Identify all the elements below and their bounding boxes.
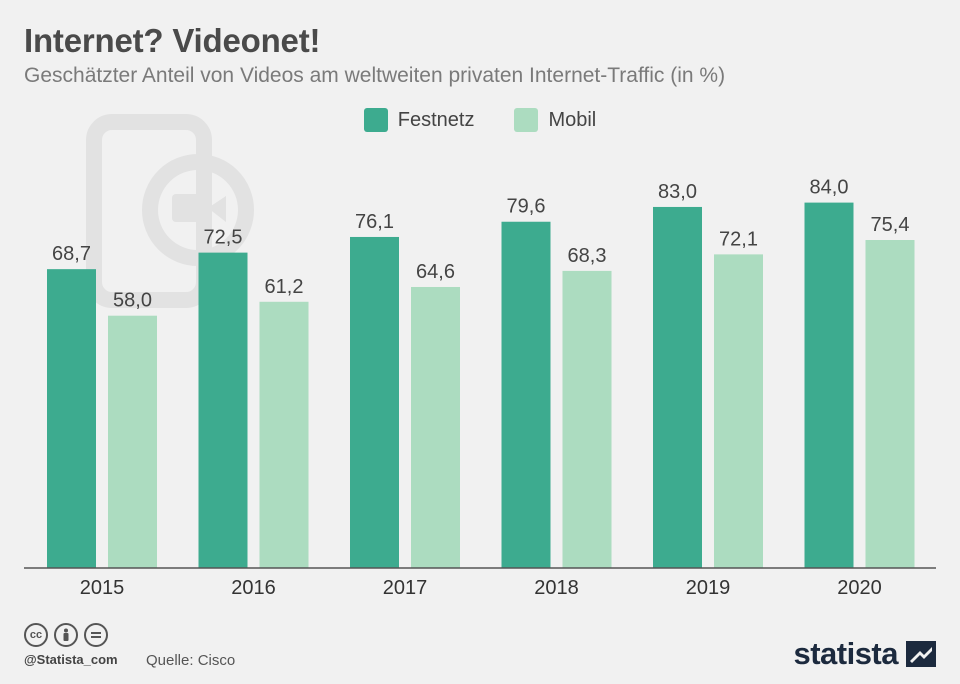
phone-video-icon [86,114,254,308]
data-label-festnetz-2016: 72,5 [204,227,243,249]
data-label-mobil-2020: 75,4 [871,214,910,236]
legend: Festnetz Mobil [0,108,960,132]
x-tick-label-2018: 2018 [534,577,579,599]
bar-mobil-2020 [865,240,915,568]
bar-mobil-2015 [108,315,157,568]
bar-mobil-2019 [714,254,763,569]
bar-festnetz-2019 [653,206,702,568]
x-tick-label-2019: 2019 [686,577,731,599]
data-label-festnetz-2018: 79,6 [507,196,546,218]
x-tick-label-2017: 2017 [383,577,428,599]
bar-festnetz-2017 [350,236,399,568]
bar-festnetz-2020 [804,202,854,568]
legend-label-mobil: Mobil [548,108,597,131]
legend-item-festnetz: Festnetz [363,108,475,132]
bar-mobil-2017 [411,286,460,568]
logo-text: statista [793,636,898,671]
x-tick-label-2016: 2016 [231,577,276,599]
data-label-festnetz-2019: 83,0 [658,181,697,203]
x-tick-label-2020: 2020 [837,577,882,599]
bar-mobil-2018 [562,270,612,568]
x-tick-label-2015: 2015 [80,577,125,599]
data-label-festnetz-2020: 84,0 [810,177,849,199]
data-label-mobil-2019: 72,1 [719,228,758,250]
legend-item-mobil: Mobil [514,108,596,132]
attribution-icon [54,623,78,647]
data-label-festnetz-2015: 68,7 [52,243,91,265]
legend-swatch-mobil [514,108,539,132]
bar-festnetz-2016 [198,252,248,568]
cc-icon: cc [24,623,48,647]
statista-logo: statista [793,636,936,672]
bar-festnetz-2015 [47,269,96,568]
data-label-mobil-2017: 64,6 [416,261,455,283]
data-label-festnetz-2017: 76,1 [355,211,394,233]
bar-mobil-2016 [259,301,309,568]
chart-title: Internet? Videonet! [24,22,321,59]
data-label-mobil-2018: 68,3 [568,245,607,267]
data-label-mobil-2015: 58,0 [113,290,152,312]
source-note: Quelle: Cisco [146,652,236,669]
legend-label-festnetz: Festnetz [397,108,475,131]
chart-subtitle: Geschätzter Anteil von Videos am weltwei… [24,64,726,87]
legend-swatch-festnetz [363,108,388,132]
statista-handle: @Statista_com [24,652,118,667]
bar-festnetz-2018 [501,221,551,569]
statista-logo-icon [906,641,936,667]
data-label-mobil-2016: 61,2 [265,276,304,298]
license-icons: cc [24,623,108,647]
no-derivatives-icon [84,623,108,647]
